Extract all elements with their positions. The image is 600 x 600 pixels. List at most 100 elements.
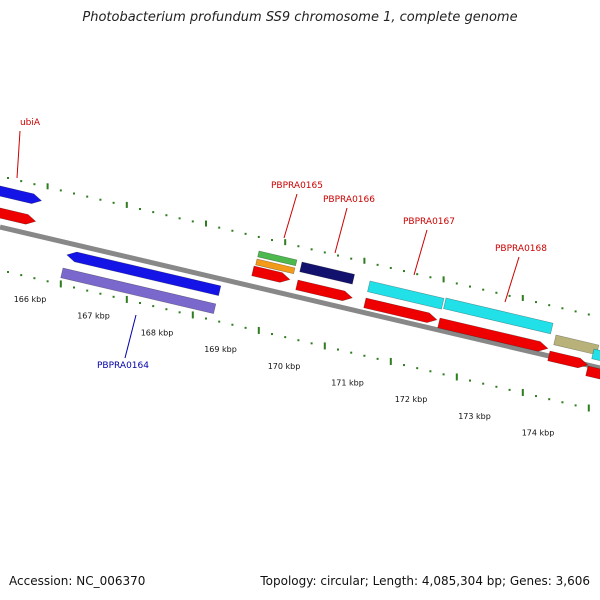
tick-mark [574, 310, 577, 313]
tick-mark [521, 294, 524, 301]
kbp-label: 166 kbp [14, 295, 47, 304]
tick-mark [218, 320, 221, 323]
kbp-label: 172 kbp [395, 395, 428, 404]
tick-mark [587, 404, 590, 412]
tick-mark [363, 354, 366, 357]
tick-mark [231, 229, 234, 232]
tick-mark [310, 248, 313, 251]
gene-pbpra0165-red[interactable] [251, 265, 291, 284]
tick-mark [139, 302, 141, 305]
tick-mark [416, 273, 419, 276]
callout-line [504, 256, 520, 303]
gene-red-edge[interactable] [547, 350, 589, 370]
tick-mark [587, 313, 590, 316]
tick-mark [535, 301, 537, 304]
tick-mark [297, 339, 300, 342]
callout-line [283, 193, 298, 239]
chromosome-backbone [0, 224, 600, 371]
tick-mark [112, 201, 115, 204]
tick-mark [191, 311, 194, 319]
tick-mark [323, 342, 326, 350]
tick-mark [389, 357, 392, 365]
tick-mark [125, 295, 128, 303]
tick-mark [46, 183, 49, 190]
gene-ubia-red[interactable] [0, 205, 37, 226]
tick-mark [389, 266, 392, 269]
kbp-label: 171 kbp [331, 379, 364, 388]
tick-mark [191, 220, 194, 223]
callout-line [124, 314, 137, 359]
tick-mark [403, 270, 405, 273]
gene-pbpra0167-cyan[interactable] [367, 280, 445, 310]
tick-mark [231, 323, 234, 326]
tick-mark [99, 198, 102, 201]
gene-features[interactable] [0, 183, 600, 383]
gene-label[interactable]: PBPRA0164 [97, 361, 149, 371]
tick-mark [244, 232, 247, 235]
tick-mark [429, 370, 432, 373]
gene-cyan-edge[interactable] [591, 348, 600, 366]
gene-pbpra0167-red[interactable] [363, 297, 438, 325]
gene-label[interactable]: PBPRA0168 [495, 244, 547, 254]
gene-label[interactable]: PBPRA0167 [403, 217, 455, 227]
tick-mark [271, 333, 273, 336]
gene-pbpra0168-cyan[interactable] [443, 297, 554, 335]
tick-mark [429, 276, 432, 279]
tick-mark [125, 201, 128, 208]
tick-mark [271, 239, 273, 242]
tick-mark [112, 295, 115, 298]
tick-mark [218, 226, 221, 229]
kbp-label: 167 kbp [77, 312, 110, 321]
tick-mark [152, 305, 155, 308]
tick-mark [165, 308, 168, 311]
tick-mark [561, 401, 564, 404]
tick-mark [323, 251, 326, 254]
tick-mark [284, 336, 287, 339]
tick-mark [376, 357, 379, 360]
tick-mark [59, 280, 62, 288]
gene-pbpra0164-lavender[interactable] [60, 267, 217, 315]
gene-ubia-blue[interactable] [0, 183, 43, 206]
tick-mark [469, 379, 471, 382]
tick-mark [152, 211, 155, 214]
kbp-label: 173 kbp [458, 412, 491, 421]
tick-mark [495, 291, 498, 294]
kbp-label: 170 kbp [268, 362, 301, 371]
tick-mark [165, 214, 168, 217]
tick-mark [508, 294, 511, 297]
gene-label[interactable]: PBPRA0165 [271, 181, 323, 191]
callout-line [413, 229, 428, 276]
tick-mark [416, 367, 419, 370]
accession-text: Accession: NC_006370 [9, 574, 146, 588]
gene-pbpra0165-orange[interactable] [255, 258, 296, 275]
tick-mark [482, 382, 485, 385]
tick-mark [310, 342, 313, 345]
gene-red-edge-2[interactable] [585, 365, 600, 383]
tick-mark [548, 304, 551, 307]
callout-line [16, 130, 21, 179]
gene-khaki[interactable] [553, 334, 600, 356]
map-title: Photobacterium profundum SS9 chromosome … [82, 10, 518, 25]
tick-mark [442, 373, 445, 376]
inner-tick-track [7, 271, 590, 412]
gene-label[interactable]: PBPRA0166 [323, 195, 375, 205]
gene-label[interactable]: ubiA [20, 118, 41, 128]
tick-mark [257, 326, 260, 334]
gene-pbpra0166-red[interactable] [295, 279, 354, 303]
tick-mark [99, 292, 102, 295]
tick-mark [535, 395, 537, 398]
kbp-label: 169 kbp [204, 345, 237, 354]
tick-mark [561, 307, 564, 310]
gene-pbpra0164-blue[interactable] [66, 250, 222, 297]
tick-mark [244, 326, 247, 329]
gene-pbpra0166-navy[interactable] [299, 261, 355, 285]
tick-mark [469, 285, 471, 288]
tick-mark [482, 288, 485, 291]
tick-mark [205, 317, 207, 320]
tick-mark [7, 177, 9, 179]
tick-mark [284, 239, 287, 246]
gene-pbpra0165-green[interactable] [257, 250, 298, 267]
gene-pbpra0168-red[interactable] [437, 317, 549, 353]
